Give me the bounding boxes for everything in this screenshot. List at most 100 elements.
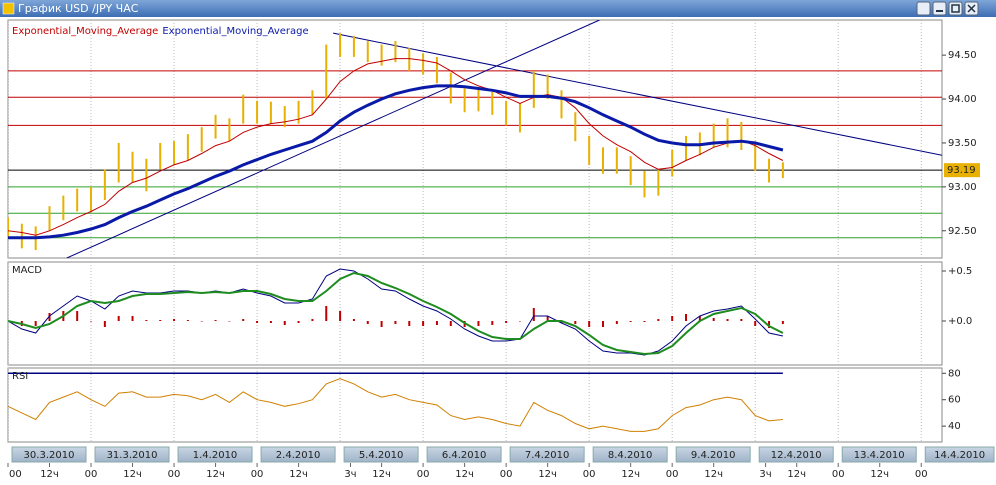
histogram-bar: [90, 321, 92, 322]
price-bar: [436, 57, 438, 83]
price-bar: [21, 224, 23, 249]
histogram-bar: [685, 314, 687, 321]
y-tick-label: 94.00: [948, 94, 977, 105]
window-title: График USD /JPY ЧАС: [18, 2, 139, 15]
histogram-bar: [187, 320, 189, 321]
price-bar: [132, 152, 134, 183]
x-tick-label: 6.4.2010: [442, 450, 487, 461]
histogram-bar: [270, 321, 272, 323]
y-tick-label: 80: [948, 368, 961, 379]
hour-tick-label: 12ч: [870, 469, 889, 480]
x-tick-label: 14.4.2010: [934, 450, 985, 461]
price-bar: [491, 92, 493, 115]
histogram-bar: [408, 321, 410, 326]
hour-tick-label: 3ч: [759, 469, 771, 480]
histogram-bar: [104, 321, 106, 327]
price-bar: [519, 103, 521, 132]
help-button[interactable]: [917, 2, 930, 15]
price-bar: [7, 218, 9, 238]
histogram-bar: [256, 321, 258, 323]
price-bar: [270, 102, 272, 124]
price-bar: [118, 143, 120, 183]
y-tick-label: 93.50: [948, 138, 977, 149]
histogram-bar: [339, 311, 341, 321]
price-bar: [616, 147, 618, 173]
y-tick-label: 93.00: [948, 182, 977, 193]
price-bar: [228, 118, 230, 141]
histogram-bar: [242, 319, 244, 321]
x-tick-label: 30.3.2010: [24, 450, 75, 461]
x-tick-label: 5.4.2010: [359, 450, 404, 461]
price-bar: [782, 162, 784, 178]
histogram-bar: [477, 321, 479, 326]
price-bar: [381, 45, 383, 66]
x-tick-label: 31.3.2010: [107, 450, 158, 461]
hour-tick-label: 00: [9, 469, 22, 480]
price-bar: [630, 156, 632, 185]
histogram-bar: [574, 321, 576, 324]
histogram-bar: [132, 316, 134, 321]
histogram-bar: [657, 319, 659, 321]
price-bar: [685, 136, 687, 161]
histogram-bar: [173, 319, 175, 321]
histogram-bar: [436, 321, 438, 325]
legend-entry: Exponential_Moving_Average: [12, 26, 158, 37]
rsi-panel: [8, 368, 942, 442]
price-bar: [740, 122, 742, 150]
minimize-button[interactable]: [933, 2, 946, 15]
x-tick-label: 1.4.2010: [193, 450, 238, 461]
price-bar: [367, 41, 369, 62]
hour-tick-label: 00: [832, 469, 845, 480]
hour-tick-label: 00: [251, 469, 264, 480]
price-bar: [533, 71, 535, 108]
price-bar: [104, 169, 106, 200]
maximize-button[interactable]: [949, 2, 962, 15]
panels: [8, 20, 942, 442]
price-bar: [256, 101, 258, 124]
hour-tick-label: 12ч: [787, 469, 806, 480]
histogram-bar: [740, 319, 742, 321]
histogram-bar: [754, 321, 756, 326]
hour-tick-label: 12ч: [206, 469, 225, 480]
histogram-bar: [630, 321, 632, 322]
histogram-bar: [381, 321, 383, 327]
hour-tick-label: 00: [417, 469, 430, 480]
hour-tick-label: 12ч: [538, 469, 557, 480]
histogram-bar: [159, 320, 161, 321]
price-bar: [505, 101, 507, 126]
hour-tick-label: 12ч: [621, 469, 640, 480]
histogram-bar: [422, 321, 424, 326]
hour-tick-label: 12ч: [289, 469, 308, 480]
price-bar: [644, 171, 646, 197]
price-bar: [187, 134, 189, 160]
y-tick-label: 60: [948, 395, 961, 406]
histogram-bar: [145, 320, 147, 321]
histogram-bar: [713, 318, 715, 321]
price-bar: [145, 159, 147, 191]
price-bar: [339, 33, 341, 57]
price-bar: [477, 89, 479, 112]
histogram-bar: [491, 321, 493, 325]
histogram-bar: [353, 319, 355, 321]
price-bar: [602, 147, 604, 173]
price-bar: [242, 95, 244, 124]
price-bar: [353, 36, 355, 57]
histogram-bar: [35, 321, 37, 326]
histogram-bar: [215, 320, 217, 321]
hour-tick-label: 12ч: [455, 469, 474, 480]
legend-entry: Exponential_Moving_Average: [162, 26, 308, 37]
hour-tick-label: 00: [915, 469, 928, 480]
hour-tick-label: 00: [583, 469, 596, 480]
price-bar: [768, 159, 770, 183]
price-bar: [215, 115, 217, 139]
histogram-bar: [671, 316, 673, 321]
price-label: 93.19: [947, 165, 976, 176]
hour-tick-label: 00: [85, 469, 98, 480]
hour-tick-label: 3ч: [344, 469, 356, 480]
hour-tick-label: 12ч: [123, 469, 142, 480]
price-bar: [422, 53, 424, 74]
x-tick-label: 12.4.2010: [771, 450, 822, 461]
x-tick-label: 7.4.2010: [525, 450, 570, 461]
price-bar: [408, 48, 410, 71]
